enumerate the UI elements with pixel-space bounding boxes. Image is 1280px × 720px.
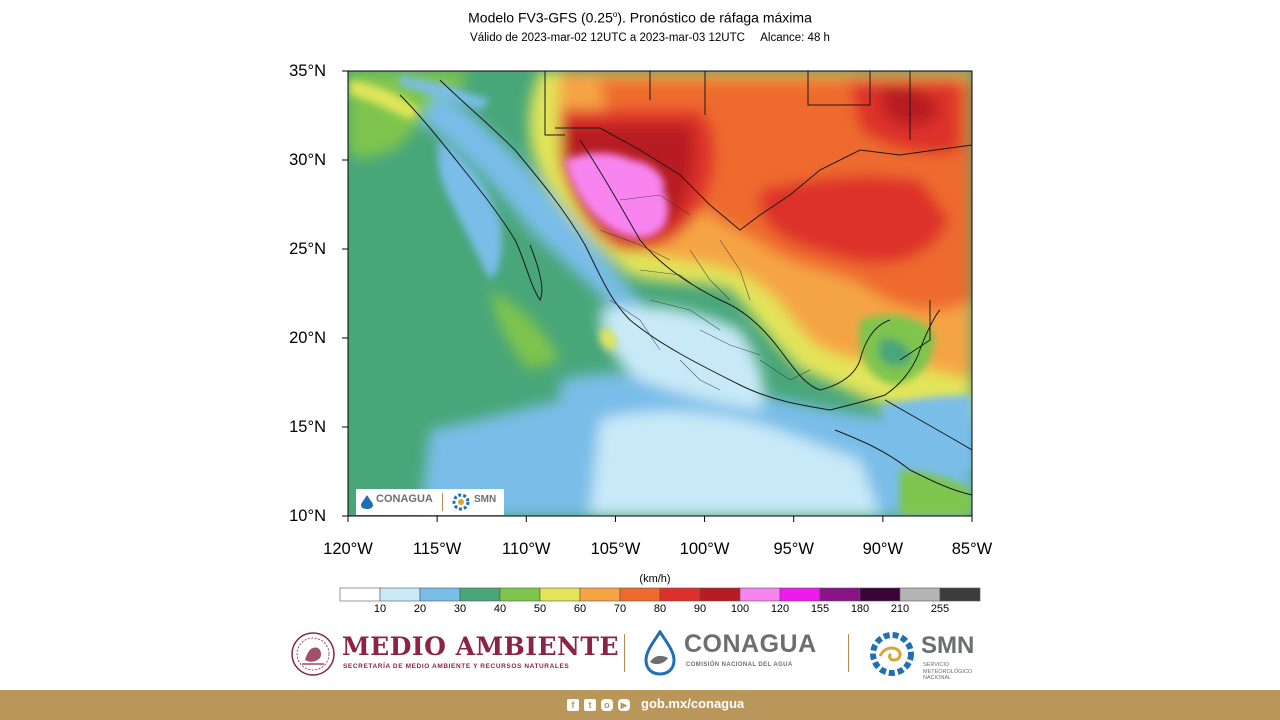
lon-tick-label: 115°W (412, 540, 462, 558)
colorbar-swatch (579, 587, 621, 602)
colorbar-tick-label: 180 (850, 603, 870, 615)
colorbar-tick-label: 30 (453, 603, 467, 615)
lat-tick-label: 25°N (289, 240, 326, 258)
colorbar-swatch (619, 587, 661, 602)
lon-tick-label: 105°W (590, 540, 641, 558)
conagua-wordmark: CONAGUA (684, 630, 817, 658)
state-borders (599, 194, 811, 391)
colorbar-units: (km/h) (639, 573, 671, 585)
logo-divider (624, 634, 625, 672)
colorbar-swatch (859, 587, 901, 602)
colorbar-swatch (539, 587, 581, 602)
coastlines (399, 71, 972, 496)
colorbar-tick-label: 155 (810, 603, 830, 615)
colorbar-tick-label: 10 (373, 603, 387, 615)
chart-subtitle: Válido de 2023-mar-02 12UTC a 2023-mar-0… (470, 32, 830, 44)
colorbar-tick-label: 120 (770, 603, 790, 615)
colorbar-swatch (699, 587, 741, 602)
colorbar-swatch (659, 587, 701, 602)
colorbar-swatch (499, 587, 541, 602)
colorbar-swatch (939, 587, 981, 602)
smn-subtitle: SERVICIO METEOROLÓGICO NACIONAL (923, 662, 973, 681)
institution-logos: MEDIO AMBIENTE SECRETARÍA DE MEDIO AMBIE… (280, 626, 1000, 682)
youtube-icon[interactable]: ▶ (618, 699, 630, 711)
colorbar-swatch (339, 587, 381, 602)
colorbar-swatch (459, 587, 501, 602)
colorbar-tick-label: 70 (613, 603, 627, 615)
gust-field (348, 71, 972, 516)
colorbar-tick-label: 60 (573, 603, 587, 615)
colorbar-swatch (899, 587, 941, 602)
medio-ambiente-subtitle: SECRETARÍA DE MEDIO AMBIENTE Y RECURSOS … (343, 663, 570, 670)
instagram-icon[interactable]: o (601, 699, 613, 711)
map-inset-logo: CONAGUA SMN (356, 489, 504, 515)
facebook-icon[interactable]: f (567, 699, 579, 711)
lon-tick-label: 85°W (951, 540, 993, 558)
lon-tick-label: 100°W (679, 540, 730, 558)
map-frame (347, 70, 973, 517)
smn-wordmark: SMN (921, 632, 975, 659)
conagua-drop-icon (361, 495, 373, 509)
colorbar-tick-label: 80 (653, 603, 667, 615)
medio-ambiente-wordmark: MEDIO AMBIENTE (342, 632, 620, 661)
colorbar-tick-label: 210 (890, 603, 910, 615)
axis-ticks (342, 70, 973, 522)
lat-tick-label: 20°N (289, 329, 326, 347)
colorbar-tick-label: 100 (730, 603, 750, 615)
colorbar-tick-label: 40 (493, 603, 507, 615)
colorbar-tick-label: 255 (930, 603, 950, 615)
twitter-icon[interactable]: t (584, 699, 596, 711)
lat-tick-label: 35°N (289, 62, 326, 80)
colorbar-swatch (379, 587, 421, 602)
colorbar (339, 587, 981, 602)
mexico-coat-of-arms-icon (291, 632, 335, 676)
lat-tick-label: 10°N (289, 507, 326, 525)
lon-tick-label: 95°W (773, 540, 814, 558)
lon-tick-label: 120°W (323, 540, 373, 558)
colorbar-tick-label: 50 (533, 603, 547, 615)
lat-tick-label: 30°N (289, 151, 326, 169)
lat-tick-label: 15°N (289, 418, 326, 436)
footer-url-link[interactable]: gob.mx/conagua (641, 696, 745, 711)
colorbar-swatch (739, 587, 781, 602)
smn-logo-icon (452, 493, 470, 511)
colorbar-swatch (419, 587, 461, 602)
lon-tick-label: 110°W (502, 540, 551, 558)
colorbar-swatch (819, 587, 861, 602)
colorbar-tick-label: 90 (693, 603, 707, 615)
smn-logo-icon (870, 632, 914, 676)
footer-bar: f t o ▶ gob.mx/conagua (0, 690, 1280, 720)
colorbar-swatch (779, 587, 821, 602)
chart-title: Modelo FV3-GFS (0.25o). Pronóstico de rá… (468, 9, 812, 26)
lon-tick-label: 90°W (862, 540, 904, 558)
conagua-logo-icon (644, 630, 676, 676)
conagua-subtitle: COMISIÓN NACIONAL DEL AGUA (686, 662, 793, 668)
colorbar-tick-label: 20 (413, 603, 427, 615)
logo-divider (848, 634, 849, 672)
